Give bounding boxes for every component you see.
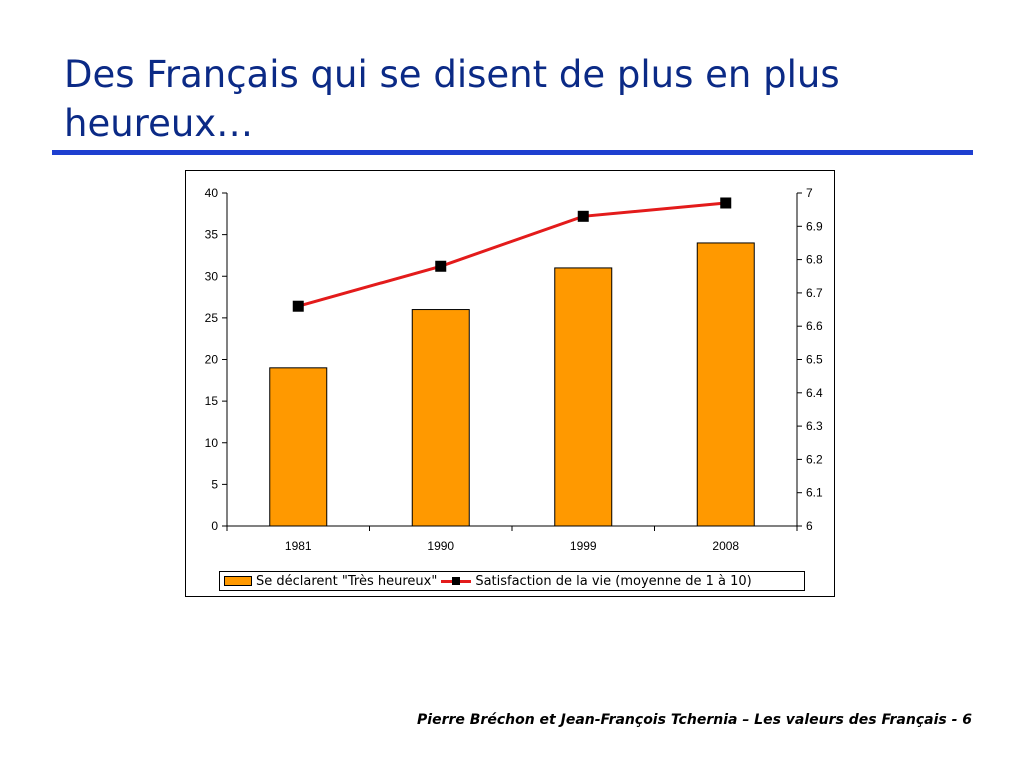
- combo-chart: 0 5 10 15 20 25 30 35 40 6 6.1 6.2 6.3 6.4 6.5 6.6 6.7 6.…: [205, 186, 823, 553]
- y-right-tick-label: 6.3: [806, 419, 823, 433]
- slide-footer: Pierre Bréchon et Jean-François Tchernia…: [417, 712, 972, 728]
- y-right-tick-label: 6: [806, 519, 813, 533]
- bar-1990: [411, 309, 470, 527]
- chart-legend: Se déclarent "Très heureux" Satisfaction…: [219, 571, 805, 591]
- y-right-tick-label: 6.9: [806, 219, 823, 233]
- line-marker-1981: [292, 300, 304, 312]
- legend-bar-swatch: [224, 576, 252, 586]
- y-left-tick-label: 30: [205, 269, 219, 283]
- line-marker-2008: [720, 197, 732, 209]
- x-tick-label: 2008: [712, 539, 739, 553]
- legend-item-bar: Se déclarent "Très heureux": [220, 574, 437, 589]
- y-left-tick-label: 25: [205, 311, 219, 325]
- y-left-tick-label: 15: [205, 394, 219, 408]
- y-right-tick-label: 6.4: [806, 386, 823, 400]
- y-left-tick-label: 10: [205, 436, 219, 450]
- y-left-tick-label: 0: [211, 519, 218, 533]
- y-right-tick-label: 6.8: [806, 253, 823, 267]
- y-left-tick-label: 40: [205, 186, 219, 200]
- satisfaction-line: [297, 201, 726, 308]
- bar-1999: [554, 267, 613, 527]
- y-right-tick-label: 6.5: [806, 353, 823, 367]
- chart-frame: 0 5 10 15 20 25 30 35 40 6 6.1 6.2 6.3 6.4 6.5 6.6 6.7 6.…: [185, 170, 835, 597]
- y-right-tick-label: 6.6: [806, 319, 823, 333]
- line-marker-1999: [577, 210, 589, 222]
- y-right-tick-label: 7: [806, 186, 813, 200]
- bar-1981: [269, 367, 328, 527]
- line-marker-1990: [435, 260, 447, 272]
- y-right-tick-label: 6.2: [806, 452, 823, 466]
- y-left-tick-label: 20: [205, 353, 219, 367]
- x-tick-label: 1999: [570, 539, 597, 553]
- legend-line-marker: [452, 577, 461, 585]
- legend-line-label: Satisfaction de la vie (moyenne de 1 à 1…: [475, 573, 752, 589]
- slide-title: Des Français qui se disent de plus en pl…: [64, 53, 840, 145]
- y-left-tick-label: 35: [205, 228, 219, 242]
- legend-item-line: Satisfaction de la vie (moyenne de 1 à 1…: [441, 573, 752, 589]
- x-tick-label: 1990: [427, 539, 454, 553]
- title-rule: [52, 150, 973, 155]
- y-left-tick-label: 5: [211, 477, 218, 491]
- x-tick-label: 1981: [285, 539, 312, 553]
- bar-2008: [696, 242, 755, 527]
- y-right-tick-label: 6.7: [806, 286, 823, 300]
- legend-line-swatch: [441, 576, 472, 586]
- legend-bar-label: Se déclarent "Très heureux": [256, 573, 438, 589]
- y-right-tick-label: 6.1: [806, 486, 823, 500]
